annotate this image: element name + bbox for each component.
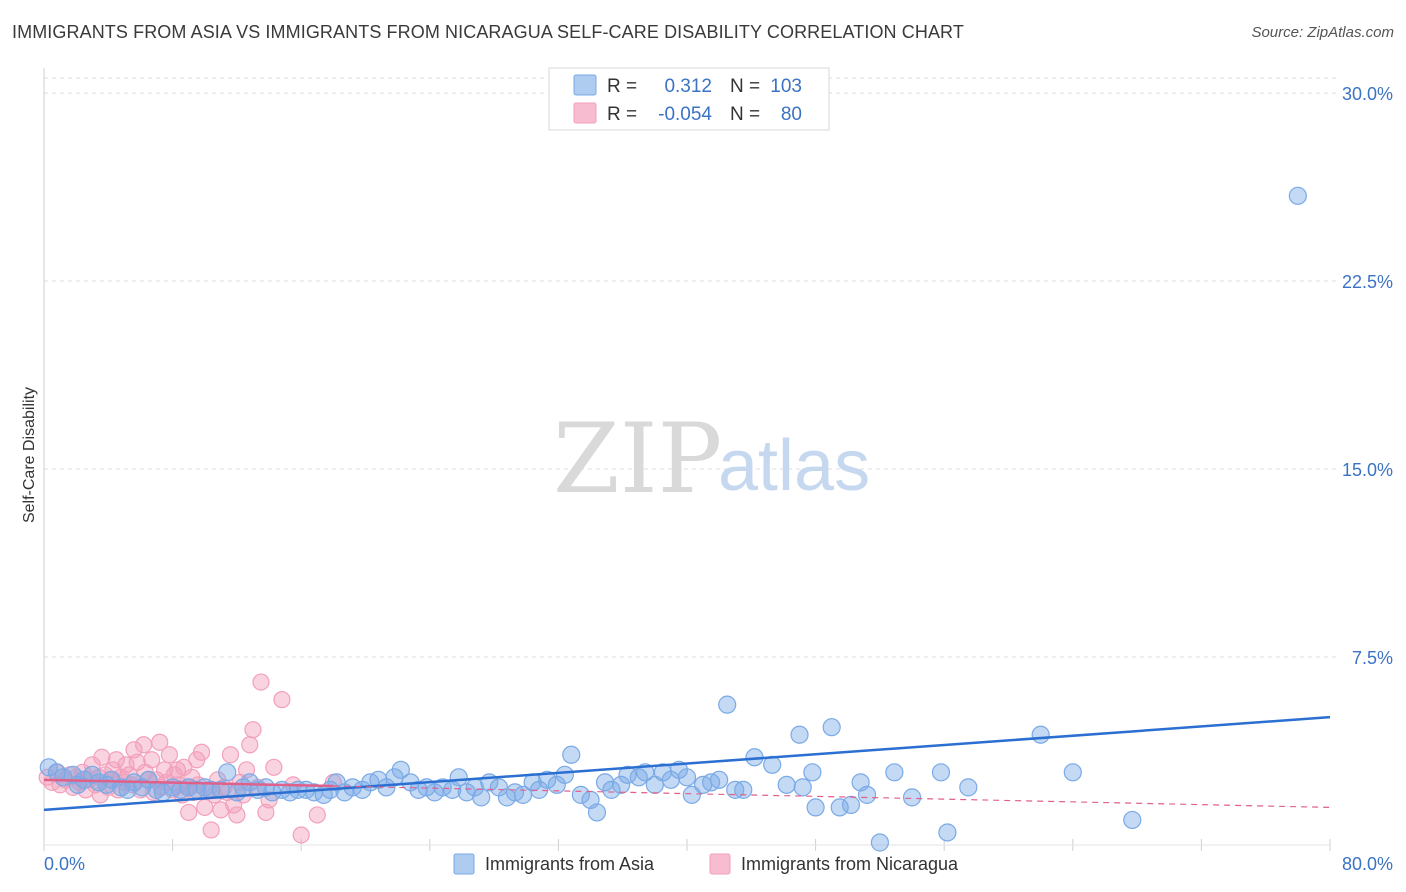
y-tick-label: 15.0% <box>1342 460 1393 480</box>
data-point-nicaragua <box>252 673 270 691</box>
series-nicaragua-points <box>38 673 342 844</box>
correlation-legend: R = 0.312 N = 103 R = -0.054 N = 80 <box>548 67 830 131</box>
data-point-nicaragua <box>228 806 246 824</box>
data-point-asia <box>449 768 468 787</box>
data-point-asia <box>102 770 121 789</box>
data-point-asia <box>822 718 841 737</box>
x-tick-label: 80.0% <box>1342 854 1393 874</box>
data-point-asia <box>1123 810 1142 830</box>
legend-r-value-asia: 0.312 <box>664 76 712 97</box>
data-point-asia <box>734 780 753 799</box>
y-tick-label: 7.5% <box>1352 648 1393 668</box>
data-point-asia <box>83 765 102 784</box>
data-point-asia <box>472 788 491 807</box>
source-label: Source: ZipAtlas.com <box>1251 24 1394 41</box>
trend-lines <box>43 715 1331 812</box>
legend-r-value-nicaragua: -0.054 <box>658 104 712 125</box>
bottom-legend-label-asia: Immigrants from Asia <box>485 854 655 874</box>
legend-n-value-asia: 103 <box>770 76 802 97</box>
bottom-legend-swatch-nicaragua <box>709 853 731 875</box>
data-point-asia <box>63 765 83 784</box>
data-point-nicaragua <box>265 758 283 776</box>
y-axis-label: Self-Care Disability <box>21 387 38 523</box>
data-point-asia <box>555 765 574 784</box>
data-point-nicaragua <box>241 736 259 754</box>
data-point-asia <box>571 785 591 804</box>
legend-n-value-nicaragua: 80 <box>781 104 802 125</box>
data-point-asia <box>885 763 904 782</box>
data-point-nicaragua <box>244 721 262 739</box>
y-tick-label: 30.0% <box>1342 84 1393 104</box>
series-asia-points <box>39 186 1307 852</box>
data-point-asia <box>718 695 737 714</box>
data-point-nicaragua <box>292 826 310 844</box>
data-point-asia <box>959 778 978 797</box>
data-point-asia <box>611 775 631 794</box>
data-point-asia <box>538 770 557 789</box>
data-point-asia <box>938 823 957 842</box>
data-point-nicaragua <box>221 746 240 764</box>
y-tick-labels: 7.5% 15.0% 22.5% 30.0% <box>1342 84 1393 668</box>
legend-swatch-asia <box>573 74 597 96</box>
bottom-legend-label-nicaragua: Immigrants from Nicaragua <box>741 854 959 874</box>
watermark: ZIP atlas <box>553 403 870 515</box>
data-point-asia <box>1031 725 1050 744</box>
data-point-nicaragua <box>117 756 135 774</box>
data-point-asia <box>1063 763 1082 782</box>
grid-lines <box>44 77 1340 658</box>
data-point-nicaragua <box>160 746 178 764</box>
bottom-legend-swatch-asia <box>453 853 475 875</box>
watermark-zip: ZIP <box>553 403 722 515</box>
data-point-asia <box>931 763 951 782</box>
trend-line-nicaragua-extension <box>333 785 1331 809</box>
data-point-asia <box>618 765 637 784</box>
data-point-asia <box>777 775 796 794</box>
data-point-asia <box>1288 186 1307 205</box>
data-point-nicaragua <box>192 743 211 761</box>
trend-line-nicaragua <box>43 778 334 788</box>
data-point-asia <box>830 798 849 817</box>
data-point-asia <box>806 798 825 817</box>
trend-line-asia <box>43 715 1331 812</box>
data-point-nicaragua <box>308 806 326 824</box>
data-point-nicaragua <box>93 748 111 766</box>
data-point-asia <box>391 760 410 779</box>
legend-r-label-nicaragua: R = <box>607 104 637 125</box>
data-point-asia <box>803 763 822 782</box>
data-point-nicaragua <box>135 736 153 754</box>
data-point-nicaragua <box>107 751 125 769</box>
data-point-asia <box>710 770 729 789</box>
legend-r-label-asia: R = <box>607 76 637 97</box>
x-tick-label: 0.0% <box>44 854 85 874</box>
data-point-asia <box>870 833 890 852</box>
data-point-asia <box>793 778 812 797</box>
data-point-asia <box>218 763 237 782</box>
data-point-nicaragua <box>151 733 169 751</box>
legend-swatch-nicaragua <box>573 102 597 124</box>
watermark-atlas: atlas <box>718 426 870 506</box>
data-point-asia <box>902 788 922 807</box>
y-tick-label: 22.5% <box>1342 272 1393 292</box>
data-point-asia <box>677 768 697 787</box>
data-point-nicaragua <box>180 803 198 822</box>
data-point-nicaragua <box>212 801 230 819</box>
chart-title: IMMIGRANTS FROM ASIA VS IMMIGRANTS FROM … <box>12 22 964 42</box>
data-point-asia <box>790 725 809 744</box>
data-point-nicaragua <box>202 821 220 839</box>
data-point-asia <box>587 803 607 822</box>
legend-n-label-asia: N = <box>730 76 760 97</box>
x-tick-labels: 0.0% 80.0% <box>44 854 1393 874</box>
series-legend: Immigrants from Asia Immigrants from Nic… <box>453 853 959 875</box>
data-point-nicaragua <box>273 691 291 709</box>
axes <box>43 68 1331 851</box>
data-point-asia <box>602 780 621 799</box>
data-point-asia <box>562 745 581 764</box>
legend-n-label-nicaragua: N = <box>730 104 760 125</box>
data-point-asia <box>857 785 877 804</box>
data-point-asia <box>841 795 861 814</box>
data-point-nicaragua <box>143 751 161 769</box>
